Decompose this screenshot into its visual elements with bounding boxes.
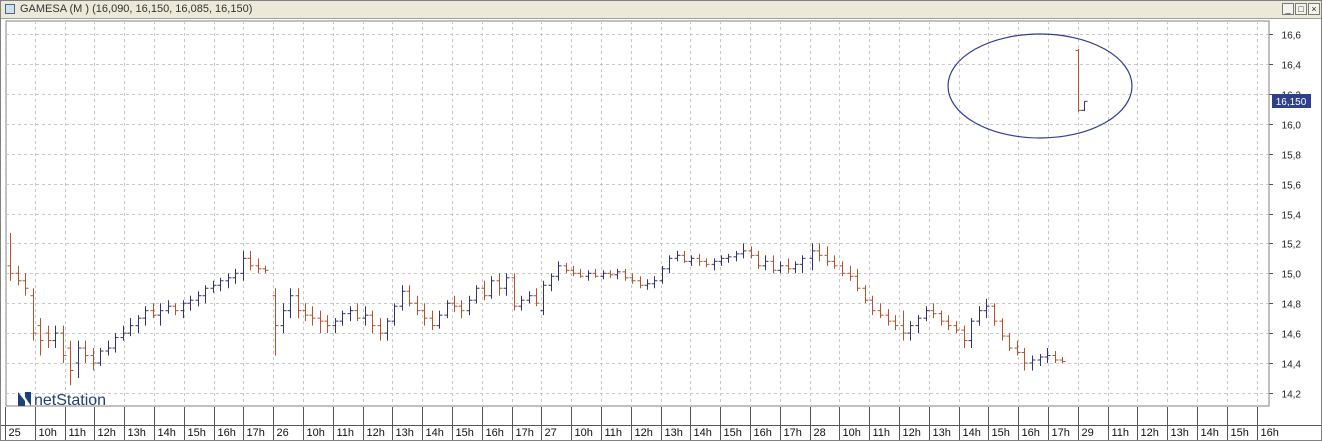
x-tick-label: 14h: [1201, 427, 1219, 439]
last-price-badge: [1272, 94, 1311, 108]
x-tick-label: 28: [814, 427, 826, 439]
title-bar[interactable]: GAMESA (M ) (16,090, 16,150, 16,085, 16,…: [1, 1, 1321, 19]
y-tick-label: 15,2: [1282, 240, 1302, 251]
x-tick-label: 12h: [98, 427, 116, 439]
x-tick-label: 15h: [992, 427, 1010, 439]
y-tick-label: 15,6: [1282, 181, 1302, 192]
x-tick-label: 14h: [694, 427, 712, 439]
x-tick-label: 29: [1082, 427, 1094, 439]
window-icon: [5, 4, 15, 14]
x-tick-label: 10h: [307, 427, 325, 439]
x-tick-label: 14h: [426, 427, 444, 439]
window-title: GAMESA (M ) (16,090, 16,150, 16,085, 16,…: [20, 3, 253, 15]
y-tick-label: 14,8: [1282, 300, 1302, 311]
x-tick-label: 13h: [1171, 427, 1189, 439]
x-tick-label: 10h: [39, 427, 57, 439]
netstation-logo: netStation: [18, 392, 106, 409]
x-tick-label: 13h: [933, 427, 951, 439]
x-tick-label: 26: [277, 427, 289, 439]
x-tick-label: 14h: [158, 427, 176, 439]
x-tick-label: 17h: [784, 427, 802, 439]
x-tick-label: 16h: [1261, 427, 1279, 439]
last-price-label: 16,150: [1276, 97, 1307, 108]
y-tick-label: 14,2: [1282, 390, 1302, 401]
close-button[interactable]: ×: [1308, 3, 1320, 15]
x-tick-label: 12h: [903, 427, 921, 439]
x-tick-label: 17h: [1052, 427, 1070, 439]
x-tick-label: 15h: [1231, 427, 1249, 439]
y-tick-label: 16,4: [1282, 61, 1302, 72]
y-tick-label: 15,4: [1282, 211, 1302, 222]
x-tick-label: 11h: [337, 427, 355, 439]
maximize-button[interactable]: □: [1295, 3, 1307, 15]
x-tick-label: 11h: [605, 427, 623, 439]
x-tick-label: 25: [9, 427, 21, 439]
x-tick-label: 16h: [754, 427, 772, 439]
y-tick-label: 16,6: [1282, 31, 1302, 42]
y-tick-label: 15,0: [1282, 270, 1302, 281]
y-tick-label: 14,4: [1282, 360, 1302, 371]
minimize-button[interactable]: _: [1282, 3, 1294, 15]
x-tick-label: 17h: [247, 427, 265, 439]
x-tick-label: 10h: [843, 427, 861, 439]
x-tick-label: 13h: [396, 427, 414, 439]
x-tick-label: 16h: [218, 427, 236, 439]
x-tick-label: 10h: [575, 427, 593, 439]
x-tick-label: 15h: [724, 427, 742, 439]
logo-text: netStation: [34, 392, 106, 409]
x-tick-label: 15h: [456, 427, 474, 439]
x-tick-label: 11h: [1112, 427, 1130, 439]
x-tick-label: 13h: [128, 427, 146, 439]
y-tick-label: 16,0: [1282, 121, 1302, 132]
x-tick-label: 14h: [963, 427, 981, 439]
x-tick-label: 15h: [188, 427, 206, 439]
x-tick-label: 17h: [516, 427, 534, 439]
x-tick-label: 16h: [486, 427, 504, 439]
x-tick-label: 16h: [1022, 427, 1040, 439]
x-tick-label: 12h: [635, 427, 653, 439]
x-tick-label: 27: [545, 427, 557, 439]
x-tick-label: 12h: [367, 427, 385, 439]
x-tick-label: 12h: [1141, 427, 1159, 439]
plot-area[interactable]: [5, 20, 1270, 407]
x-tick-label: 13h: [665, 427, 683, 439]
annotation-ellipse[interactable]: [947, 33, 1133, 139]
x-tick-label: 11h: [873, 427, 891, 439]
logo-icon: [18, 392, 31, 406]
x-tick-label: 11h: [69, 427, 87, 439]
y-tick-label: 14,6: [1282, 330, 1302, 341]
y-tick-label: 15,8: [1282, 151, 1302, 162]
